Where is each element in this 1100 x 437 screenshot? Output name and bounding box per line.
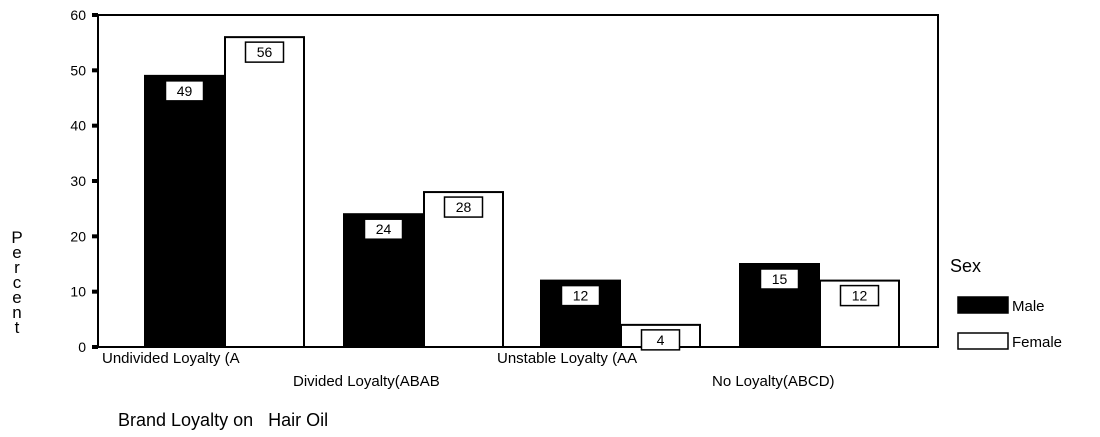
bar-female: [224, 36, 305, 349]
legend-swatch-female: [957, 332, 1009, 350]
bar-male: [144, 74, 225, 348]
bar-female: [423, 191, 504, 348]
x-category-label: Undivided Loyalty (A: [102, 350, 240, 367]
y-tick-label: 20: [70, 228, 86, 244]
y-axis-ticks: 0 10 20 30 40 50 60: [70, 7, 98, 355]
x-category-label: No Loyalty(ABCD): [712, 373, 835, 390]
x-axis-title: Brand Loyalty on Hair Oil: [118, 410, 328, 430]
data-label-box: [443, 196, 484, 218]
data-label-box: [759, 268, 800, 290]
bar-series: 49 24 12 15 56 28 4 12: [144, 36, 900, 351]
data-label-box: [363, 218, 404, 240]
data-label-box: [244, 41, 285, 63]
data-label-box: [640, 329, 681, 351]
data-label: 56: [257, 44, 273, 60]
data-label-box: [164, 80, 205, 102]
x-axis-category-labels: Undivided Loyalty (A Divided Loyalty(ABAB…: [102, 350, 835, 390]
legend: Sex Male Female: [950, 256, 1062, 351]
y-tick-mark: [92, 289, 98, 294]
y-tick-label: 0: [78, 339, 86, 355]
legend-swatch-male: [957, 296, 1009, 314]
legend-label-male: Male: [1012, 298, 1045, 315]
y-tick-mark: [92, 345, 98, 349]
y-tick-label: 40: [70, 118, 86, 134]
y-tick-mark: [92, 179, 98, 183]
data-label-box: [560, 284, 601, 307]
data-label-box: [839, 284, 880, 307]
y-tick-mark: [92, 68, 98, 73]
data-label: 12: [573, 288, 589, 304]
data-label: 12: [852, 288, 868, 304]
x-category-label: Divided Loyalty(ABAB: [293, 373, 440, 390]
data-label: 15: [772, 271, 788, 287]
data-label: 4: [657, 332, 665, 348]
y-tick-label: 50: [70, 62, 86, 78]
data-label: 28: [456, 199, 472, 215]
y-tick-label: 30: [70, 173, 86, 189]
y-tick-mark: [92, 123, 98, 128]
legend-title: Sex: [950, 256, 981, 276]
data-label: 49: [177, 83, 193, 99]
y-tick-mark: [92, 13, 98, 17]
y-tick-label: 10: [70, 284, 86, 300]
y-tick-label: 60: [70, 7, 86, 23]
data-label: 24: [376, 221, 392, 237]
x-category-label: Unstable Loyalty (AA: [497, 350, 637, 367]
y-tick-mark: [92, 234, 98, 239]
legend-label-female: Female: [1012, 334, 1062, 351]
